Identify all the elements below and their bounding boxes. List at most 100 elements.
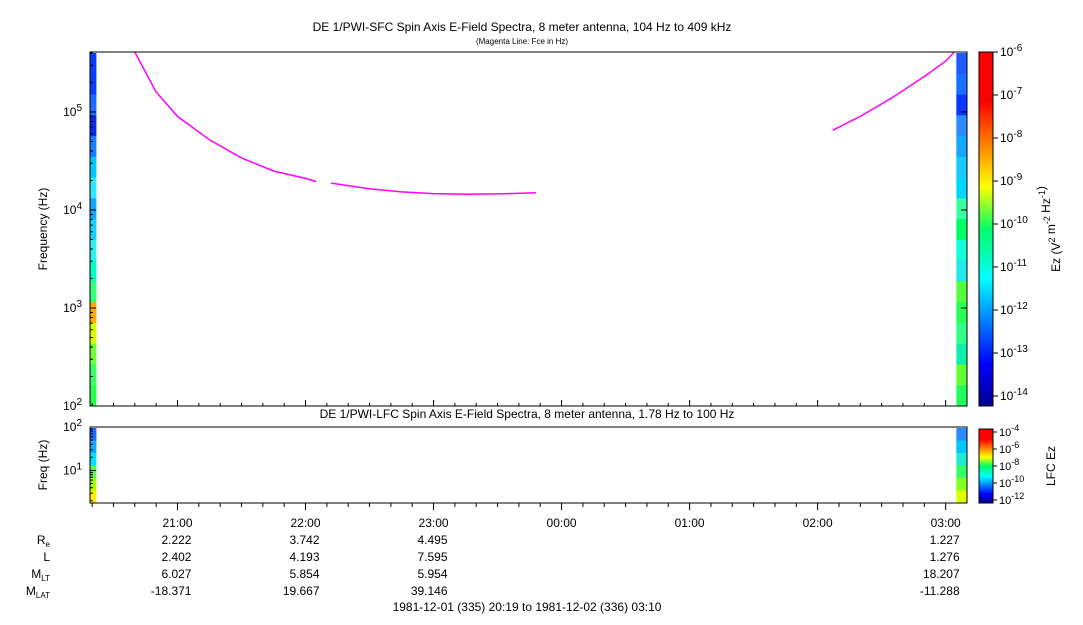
sfc-ytick-label: 104 — [63, 201, 82, 217]
ephemeris-value: 3.742 — [289, 533, 319, 547]
ephemeris-row-label: MLT — [31, 567, 50, 583]
sfc-left-strip-cell — [90, 94, 97, 116]
sfc-y-axis: 102 103 104 105 — [63, 52, 967, 413]
lfc-colorbar-tick-label: 10-8 — [999, 457, 1019, 473]
sfc-left-strip-cell — [90, 136, 97, 158]
ephemeris-value: 2.222 — [161, 533, 191, 547]
lfc-title: DE 1/PWI-LFC Spin Axis E-Field Spectra, … — [320, 407, 735, 421]
sfc-left-strip-cell — [90, 239, 97, 262]
sfc-right-strip-cell — [956, 156, 967, 179]
lfc-right-strip-cell — [956, 490, 967, 504]
ephemeris-value: 4.495 — [418, 533, 448, 547]
sfc-right-strip-cell — [956, 177, 967, 199]
lfc-colorbar-tick-label: 10-6 — [999, 440, 1019, 456]
time-tick-label: 22:00 — [291, 516, 321, 530]
lfc-ytick-label: 101 — [63, 461, 82, 477]
sfc-right-strip-cell — [956, 198, 967, 220]
sfc-subtitle: (Magenta Line: Fce in Hz) — [476, 37, 568, 46]
sfc-colorbar-tick-label: 10-8 — [1000, 129, 1023, 145]
lfc-left-strip-cell — [90, 453, 97, 466]
ephemeris-value: 18.207 — [923, 567, 960, 581]
sfc-right-strip-cell — [956, 94, 967, 116]
lfc-colorbar-tick-label: 10-10 — [999, 474, 1024, 490]
sfc-right-strip-cell — [956, 281, 967, 303]
sfc-right-strip-cell — [956, 239, 967, 262]
sfc-colorbar-tick-label: 10-13 — [1000, 344, 1028, 360]
sfc-right-strip-cell — [956, 219, 967, 241]
ephemeris-value: 19.667 — [283, 584, 320, 598]
sfc-ytick-label: 103 — [63, 299, 82, 315]
ephemeris-value: 4.193 — [289, 550, 319, 564]
sfc-right-strip-cell — [956, 115, 967, 137]
fce-line-segment — [134, 51, 317, 183]
time-axis: 21:00 22:00 23:00 00:00 01:00 02:00 03:00 — [91, 400, 961, 530]
time-tick-label: 23:00 — [419, 516, 449, 530]
lfc-ytick-label: 102 — [63, 418, 82, 434]
lfc-right-strip-cell — [956, 428, 967, 441]
sfc-colorbar-tick-label: 10-10 — [1000, 215, 1028, 231]
time-range-label: 1981-12-01 (335) 20:19 to 1981-12-02 (33… — [393, 600, 662, 614]
sfc-ytick-label: 102 — [63, 397, 82, 413]
sfc-left-strip-cell — [90, 156, 97, 179]
ephemeris-row-label: L — [43, 550, 50, 564]
ephemeris-value: 6.027 — [161, 567, 191, 581]
lfc-left-strip-cell — [90, 490, 97, 504]
lfc-left-strip-cell — [90, 440, 97, 454]
lfc-y-axis: 101 102 — [63, 418, 96, 502]
lfc-data-layer — [90, 428, 967, 504]
lfc-colorbar-label: LFC Ez — [1044, 446, 1058, 486]
sfc-colorbar-tick-label: 10-6 — [1000, 43, 1023, 59]
sfc-colorbar-tick-label: 10-9 — [1000, 172, 1023, 188]
sfc-left-strip-cell — [90, 53, 97, 75]
sfc-left-strip-cell — [90, 322, 97, 345]
ephemeris-value: -18.371 — [151, 584, 192, 598]
sfc-colorbar-tick-label: 10-7 — [1000, 86, 1023, 102]
lfc-frame — [89, 426, 968, 504]
sfc-right-strip-cell — [956, 73, 967, 96]
ephemeris-table: Re 2.222 3.742 4.495 1.227 L 2.402 4.193 7.595 1.… — [26, 533, 960, 600]
sfc-left-strip-cell — [90, 198, 97, 220]
sfc-right-strip-cell — [956, 260, 967, 282]
ephemeris-row-label: Re — [37, 533, 51, 549]
sfc-ytick-label: 105 — [63, 103, 82, 119]
ephemeris-value: 2.402 — [161, 550, 191, 564]
lfc-colorbar-tick-label: 10-4 — [999, 423, 1019, 439]
sfc-data-layer — [90, 53, 967, 407]
lfc-right-strip-cell — [956, 440, 967, 454]
sfc-frame — [89, 51, 968, 407]
sfc-right-strip-cell — [956, 343, 967, 365]
lfc-left-strip-cell — [90, 478, 97, 491]
lfc-colorbar-tick-label: 10-12 — [999, 491, 1024, 507]
ephemeris-value: -11.288 — [920, 584, 960, 598]
sfc-right-strip-cell — [956, 364, 967, 386]
sfc-left-strip-cell — [90, 343, 97, 365]
sfc-left-strip-cell — [90, 177, 97, 199]
sfc-title: DE 1/PWI-SFC Spin Axis E-Field Spectra, … — [313, 20, 732, 34]
ephemeris-value: 1.276 — [930, 550, 960, 564]
lfc-right-strip-cell — [956, 453, 967, 466]
sfc-right-strip-cell — [956, 322, 967, 345]
ephemeris-row-label: MLAT — [26, 584, 50, 600]
ephemeris-value: 7.595 — [418, 550, 448, 564]
lfc-colorbar-scale — [978, 428, 994, 504]
sfc-left-strip-cell — [90, 219, 97, 241]
sfc-left-strip-cell — [90, 302, 97, 324]
sfc-right-strip-cell — [956, 53, 967, 75]
sfc-left-strip-cell — [90, 73, 97, 96]
sfc-panel: 102 103 104 105 Frequency (Hz) — [36, 51, 968, 413]
sfc-colorbar-label: Ez (V2 m-2 Hz-1) — [1034, 186, 1063, 272]
lfc-ylabel: Freq (Hz) — [36, 440, 50, 491]
sfc-left-strip-cell — [90, 364, 97, 386]
lfc-right-strip-cell — [956, 465, 967, 479]
sfc-colorbar-scale — [978, 51, 994, 407]
sfc-left-strip-cell — [90, 115, 97, 137]
time-tick-label: 21:00 — [162, 516, 192, 530]
sfc-right-strip-cell — [956, 385, 967, 407]
time-tick-label: 03:00 — [931, 516, 961, 530]
sfc-ylabel: Frequency (Hz) — [36, 188, 50, 271]
fce-line — [134, 51, 955, 195]
